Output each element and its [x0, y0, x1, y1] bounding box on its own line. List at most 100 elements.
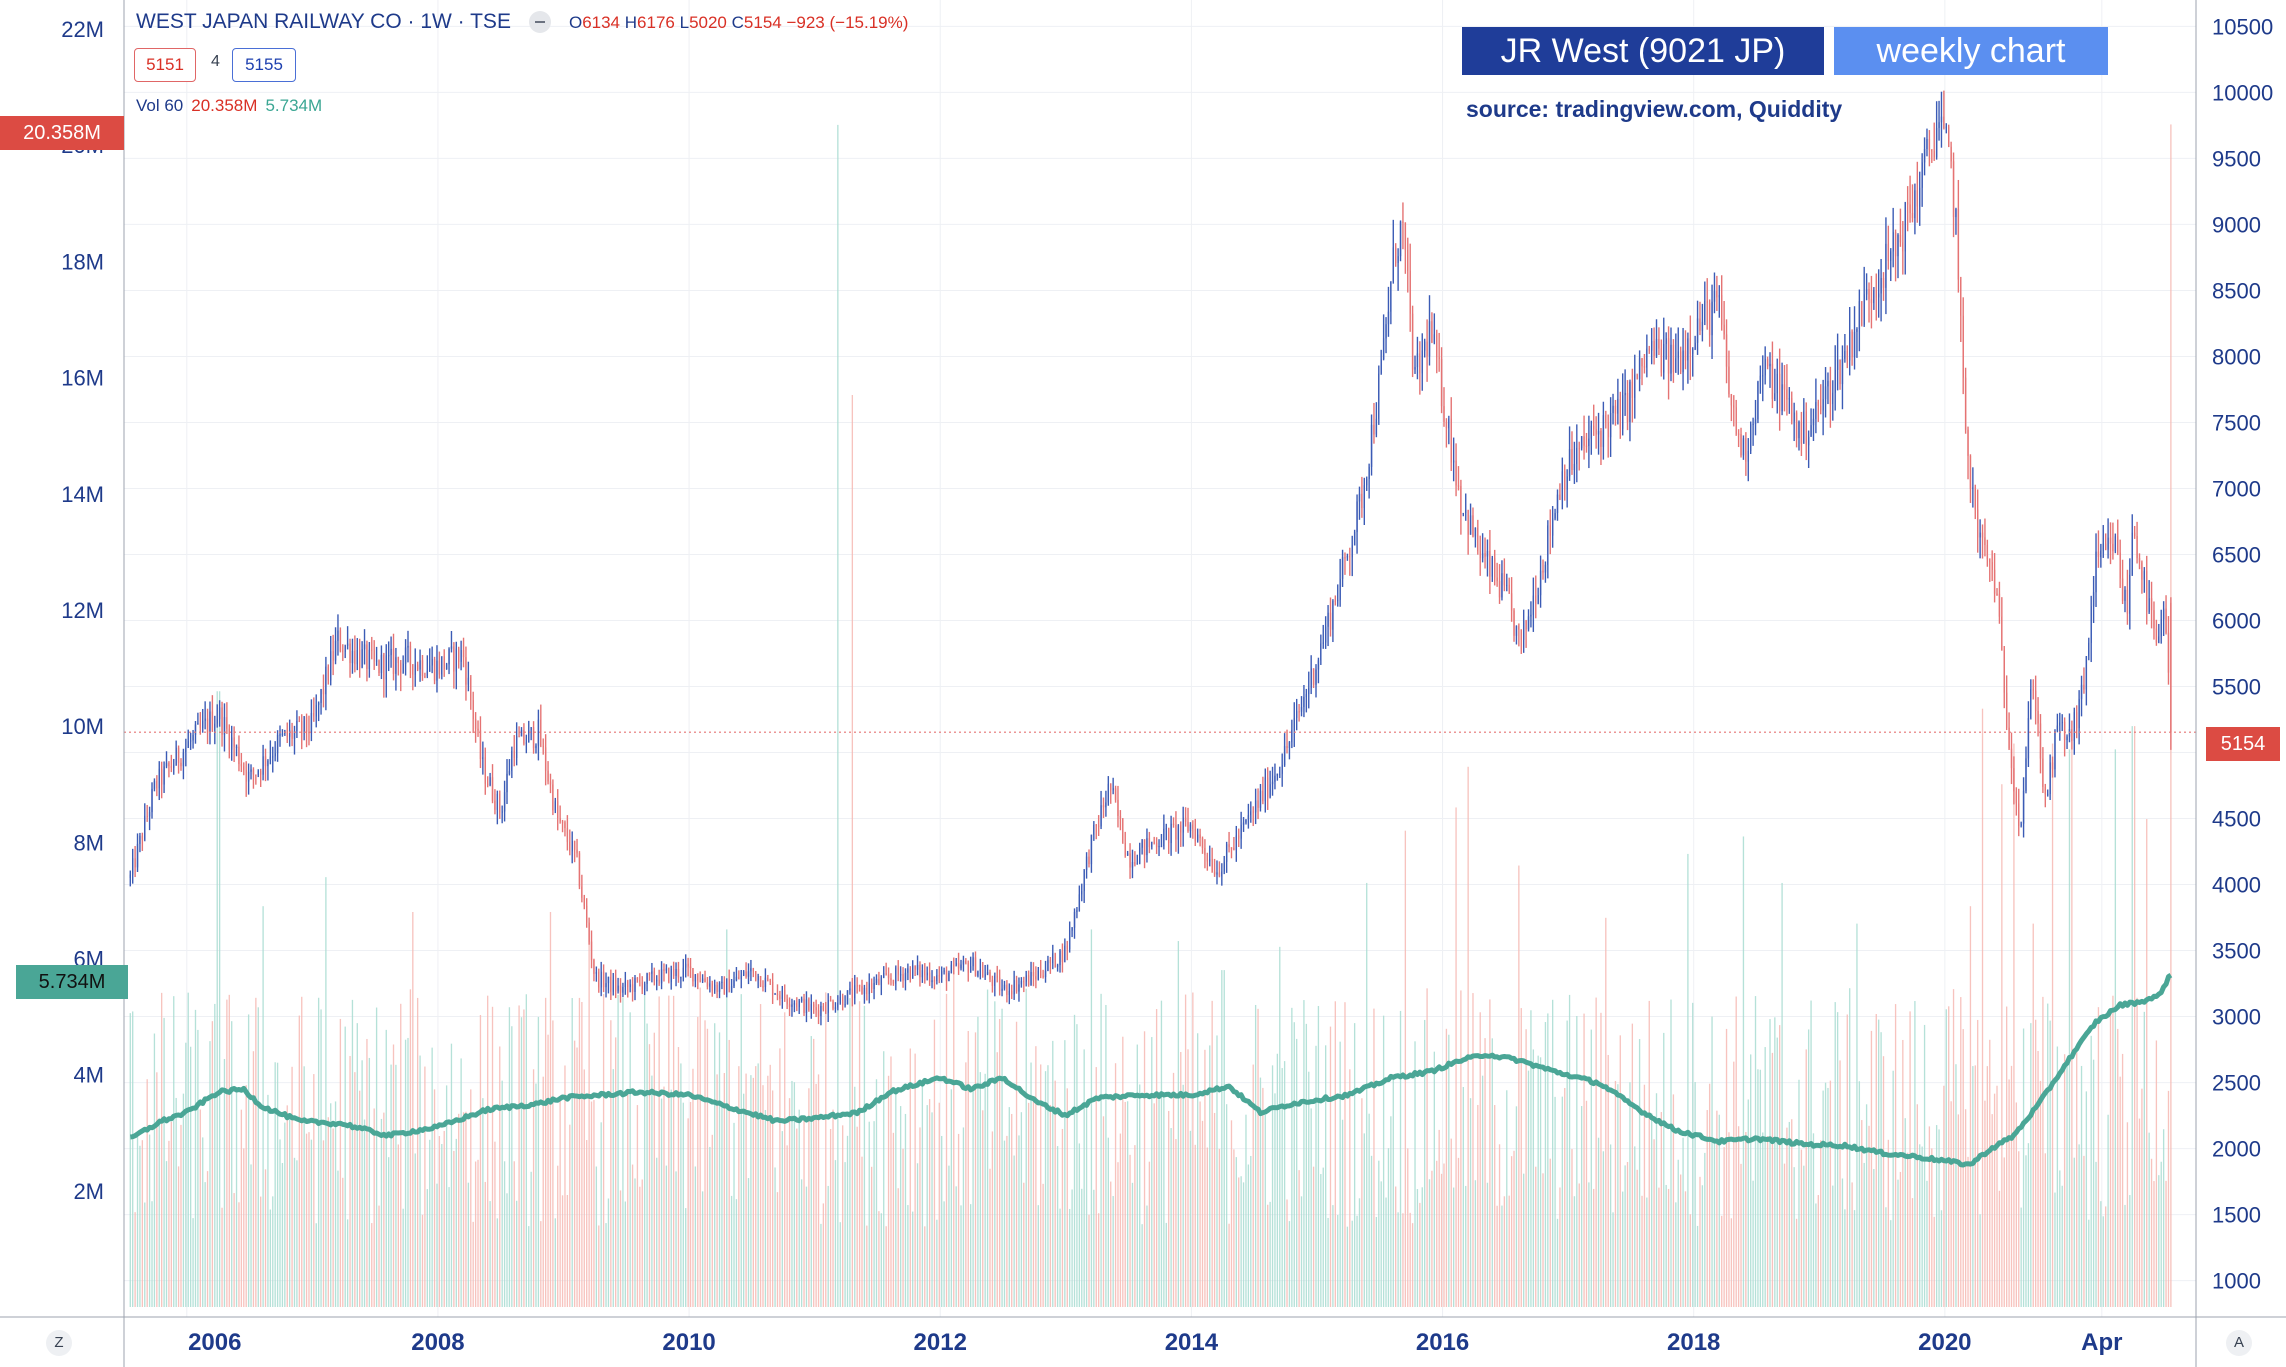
volume-bar — [141, 1140, 144, 1307]
candle-body — [445, 664, 448, 670]
volume-bar — [1972, 1066, 1974, 1307]
candle-body — [441, 656, 443, 675]
volume-bar — [839, 1222, 841, 1307]
candle-body — [1858, 301, 1861, 330]
volume-bar — [1747, 1099, 1749, 1307]
volume-bar — [431, 1047, 433, 1307]
volume-bar — [1436, 1160, 1438, 1307]
candle-body — [788, 1004, 791, 1007]
candle-body — [1631, 381, 1634, 398]
candle-body — [1957, 209, 1960, 280]
volume-bar — [1665, 1184, 1667, 1307]
candle-body — [1370, 424, 1373, 467]
volume-bar — [1856, 923, 1858, 1307]
volume-bar — [305, 1133, 308, 1307]
candle-body — [924, 970, 926, 976]
minimize-icon[interactable] — [528, 11, 551, 34]
candle-body — [2030, 689, 2032, 719]
candle-body — [472, 700, 474, 720]
volume-bar — [1460, 990, 1462, 1307]
volume-bar — [2124, 1204, 2126, 1307]
candle-body — [180, 762, 182, 767]
candle-body — [2124, 589, 2126, 601]
volume-bar — [1049, 1104, 1052, 1307]
candle-body — [537, 719, 540, 746]
sell-price-box[interactable]: 5151 — [134, 48, 196, 82]
candle-body — [1494, 558, 1496, 578]
candle-body — [564, 822, 566, 829]
candle-body — [1194, 828, 1196, 842]
volume-bar — [2167, 1090, 2170, 1307]
volume-bar — [1923, 1024, 1926, 1307]
volume-bar — [272, 1196, 274, 1307]
volume-bar — [1846, 1014, 1848, 1307]
volume-bar — [2020, 1207, 2022, 1307]
volume-bar — [1375, 1216, 1378, 1307]
volume-bar — [2054, 1192, 2056, 1307]
candle-body — [998, 977, 1001, 991]
volume-bar — [1834, 1002, 1836, 1307]
candle-body — [656, 979, 658, 982]
volume-bar — [1989, 1039, 1991, 1307]
candle-body — [636, 977, 639, 980]
volume-bar — [291, 1066, 293, 1307]
candle-body — [1759, 375, 1762, 382]
candle-body — [250, 769, 252, 772]
volume-bar — [716, 1074, 718, 1307]
volume-bar — [1851, 1182, 1853, 1307]
volume-bar — [1283, 1061, 1286, 1307]
candle-body — [945, 970, 948, 982]
volume-bar — [634, 1178, 636, 1307]
volume-bar — [2018, 1151, 2020, 1307]
volume-bar — [199, 1109, 201, 1307]
volume-bar — [1404, 830, 1407, 1307]
volume-bar — [204, 1182, 206, 1307]
volume-bar — [1245, 1114, 1247, 1307]
candle-body — [1921, 162, 1923, 188]
volume-bar — [774, 1167, 776, 1307]
candle-body — [1593, 425, 1595, 430]
volume-bar — [1194, 1144, 1196, 1307]
volume-bar — [317, 997, 320, 1307]
candle-body — [612, 980, 614, 992]
auto-scale-button[interactable]: A — [2226, 1330, 2252, 1356]
candle-body — [199, 723, 201, 728]
volume-bar — [1315, 1045, 1317, 1307]
volume-bar — [1515, 1106, 1518, 1307]
candle-body — [1242, 822, 1245, 825]
volume-bar — [552, 1020, 554, 1307]
zoom-reset-button[interactable]: Z — [46, 1330, 72, 1356]
volume-bar — [1699, 1176, 1701, 1307]
candle-body — [2054, 731, 2056, 770]
candle-body — [288, 730, 291, 737]
candle-body — [752, 968, 754, 972]
candle-body — [1899, 234, 1902, 243]
candle-body — [554, 801, 556, 811]
candle-body — [206, 718, 209, 733]
volume-bar — [750, 1075, 752, 1307]
candle-body — [1056, 965, 1059, 967]
volume-bar — [1986, 1066, 1989, 1307]
candle-body — [1723, 324, 1725, 335]
volume-bar — [803, 1120, 805, 1307]
volume-bar — [1416, 1189, 1419, 1307]
volume-bar — [1803, 1165, 1805, 1307]
candle-body — [1066, 945, 1068, 950]
volume-bar — [409, 989, 412, 1307]
candle-body — [1184, 817, 1187, 822]
candle-body — [1909, 204, 1911, 214]
candle-body — [1351, 545, 1353, 558]
volume-bar — [1523, 1173, 1525, 1307]
volume-bar — [351, 999, 354, 1307]
volume-bar — [554, 1218, 556, 1307]
buy-price-box[interactable]: 5155 — [232, 48, 296, 82]
candle-body — [1532, 595, 1535, 615]
volume-bar — [503, 1161, 506, 1307]
symbol-title[interactable]: WEST JAPAN RAILWAY CO · 1W · TSE — [136, 10, 511, 33]
volume-bar — [1648, 1000, 1650, 1307]
volume-bar — [489, 1201, 491, 1307]
candle-body — [366, 644, 368, 669]
volume-bar — [2107, 1114, 2109, 1307]
candle-body — [1820, 405, 1822, 411]
